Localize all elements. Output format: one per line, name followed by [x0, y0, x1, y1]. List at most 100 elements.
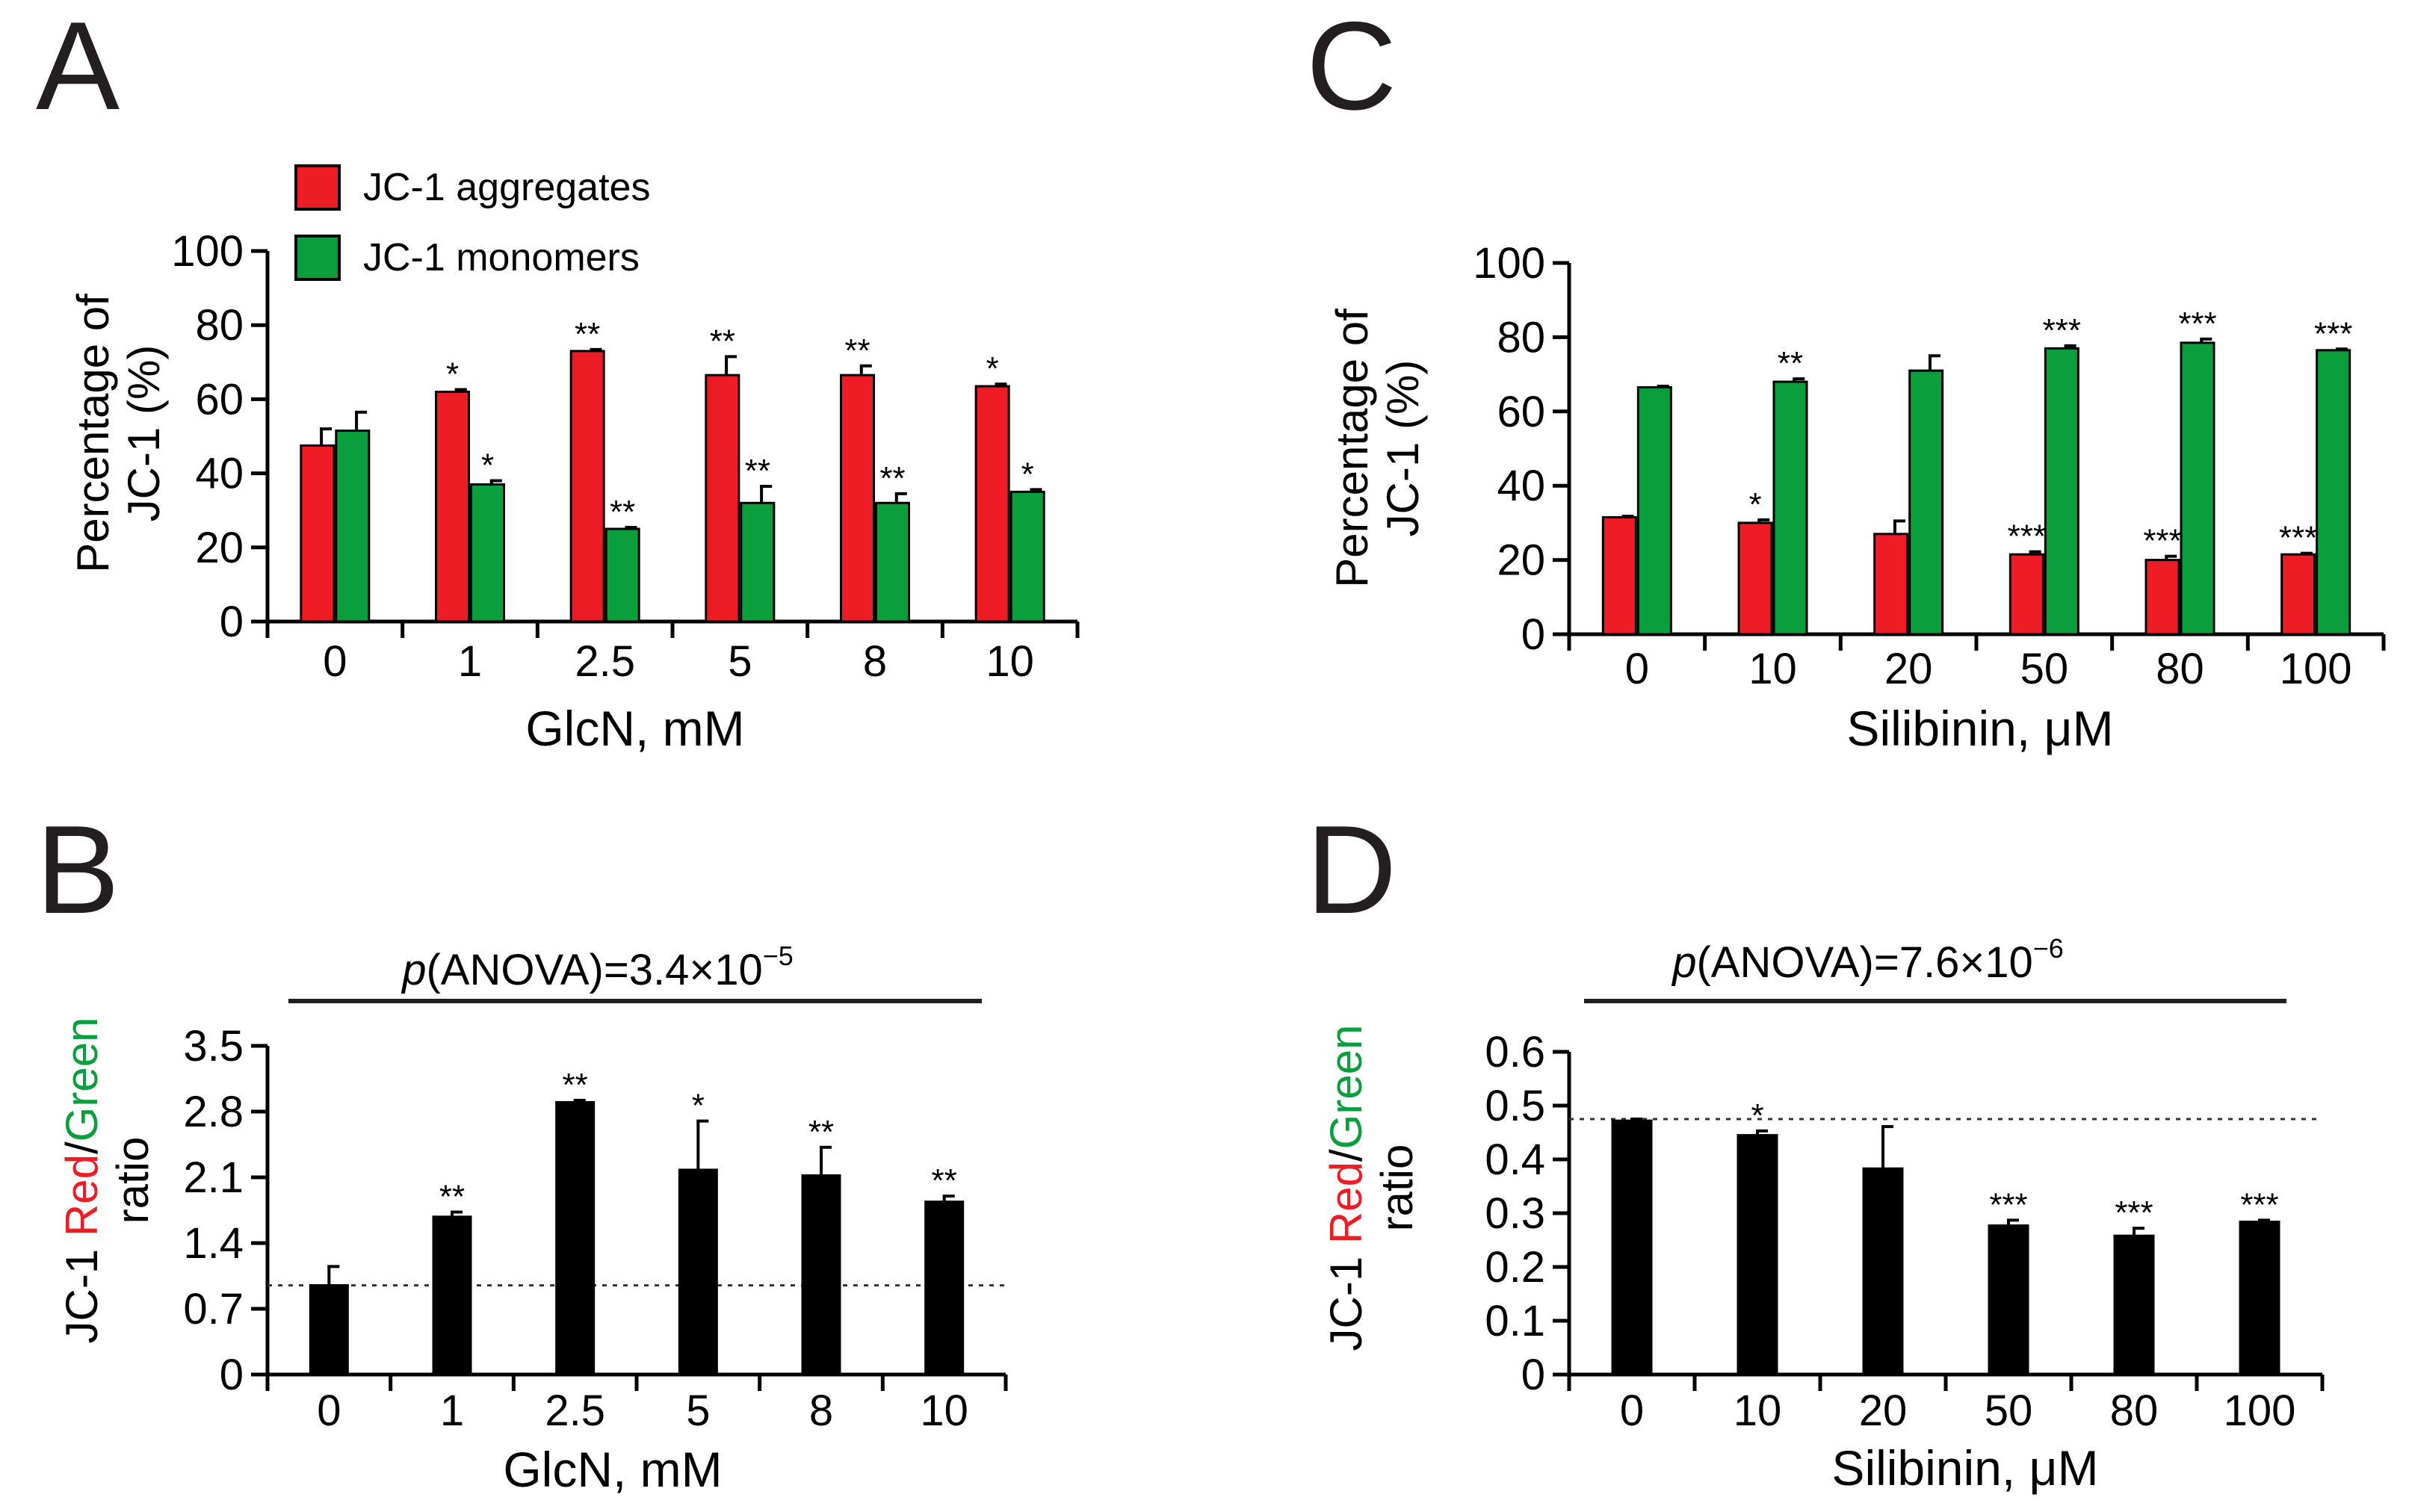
x-tick-label: 80 [2156, 645, 2204, 693]
bar [335, 430, 371, 623]
x-tick-label: 10 [1748, 645, 1797, 693]
significance-stars: * [1748, 486, 1761, 523]
x-tick-label: 10 [920, 1386, 968, 1435]
legend-label-aggregates: JC-1 aggregates [363, 166, 650, 209]
bar [604, 527, 640, 623]
y-tick-label: 0 [220, 598, 244, 646]
x-axis-title: Silibinin, μM [1831, 1440, 2098, 1496]
significance-stars: ** [563, 1067, 588, 1103]
y-tick-label: 100 [171, 227, 244, 276]
x-tick-label: 50 [2020, 645, 2069, 693]
anova-p-exponent: −6 [2033, 933, 2064, 964]
bar [1873, 533, 1909, 636]
anova-p-value: p(ANOVA)=7.6×10−6 [1671, 933, 2064, 987]
bar [1636, 385, 1672, 636]
x-tick-label: 0 [317, 1386, 341, 1435]
panel-d-chart: p(ANOVA)=7.6×10−6 JC-1 Red/Green ratio S… [1321, 933, 2325, 1496]
y-axis-title-line1: JC-1 Red/Green [1321, 1025, 1371, 1351]
bar [2113, 1234, 2155, 1376]
anova-p-letter: p [1671, 938, 1696, 987]
y-axis-title-green: Green [57, 1017, 107, 1142]
y-axis-title: Percentage of JC-1 (%) [68, 294, 169, 573]
anova-p-text: (ANOVA)=3.4×10 [426, 946, 762, 994]
significance-stars: ** [710, 323, 735, 359]
bar [2044, 347, 2079, 636]
bar [2239, 1221, 2280, 1376]
x-tick-label: 0 [1625, 645, 1649, 693]
significance-stars: *** [2178, 306, 2216, 342]
x-tick-label: 8 [809, 1386, 833, 1435]
significance-stars: ** [745, 453, 770, 489]
y-axis-title-line2: JC-1 (%) [1378, 360, 1428, 537]
significance-stars: ** [879, 460, 905, 497]
significance-stars: *** [2043, 312, 2081, 349]
bar [2316, 349, 2351, 636]
bar [840, 374, 875, 623]
legend-label-monomers: JC-1 monomers [363, 236, 640, 279]
y-tick-label: 1.4 [183, 1219, 244, 1268]
x-tick-label: 10 [986, 637, 1034, 686]
significance-stars: *** [2279, 520, 2317, 557]
bar [1737, 521, 1773, 636]
y-axis-title-line2: ratio [108, 1137, 158, 1224]
y-tick-label: 2.8 [183, 1088, 244, 1136]
significance-stars: *** [1989, 1186, 2027, 1223]
y-tick-label: 20 [195, 524, 244, 572]
x-axis-title: GlcN, mM [503, 1442, 722, 1497]
bar [435, 390, 470, 623]
y-axis-title-prefix: JC-1 [1321, 1244, 1371, 1351]
y-axis-title-line2: ratio [1372, 1144, 1422, 1232]
y-tick-label: 2.1 [183, 1153, 244, 1202]
x-tick-label: 1 [458, 637, 482, 686]
y-tick-label: 0 [1521, 1351, 1545, 1399]
significance-stars: * [481, 447, 494, 484]
panel-c-chart: Percentage of JC-1 (%) Silibinin, μM 0 20… [1327, 239, 2386, 756]
y-axis-title: Percentage of JC-1 (%) [1327, 309, 1428, 588]
y-tick-label: 20 [1497, 536, 1545, 585]
significance-stars: ** [844, 332, 870, 369]
y-axis-title-red: Red [57, 1154, 107, 1236]
x-tick-label: 5 [686, 1386, 710, 1435]
significance-stars: ** [1778, 345, 1803, 382]
bar [2180, 341, 2215, 636]
y-axis-title-slash: / [1321, 1149, 1371, 1162]
bar [470, 483, 505, 623]
anova-p-exponent: −5 [763, 941, 794, 971]
significance-stars: * [986, 350, 999, 387]
legend-swatch-monomers [294, 235, 341, 281]
y-axis-title: JC-1 Red/Green ratio [57, 1017, 158, 1344]
y-tick-label: 40 [1497, 462, 1545, 510]
panel-letter: A [36, 0, 120, 136]
bar [1772, 380, 1808, 636]
bar [432, 1215, 472, 1376]
significance-stars: *** [2008, 518, 2046, 555]
x-tick-label: 50 [1985, 1386, 2033, 1435]
significance-stars: ** [932, 1162, 957, 1199]
y-tick-label: 0.7 [183, 1285, 244, 1333]
bar [569, 350, 605, 623]
x-tick-label: 2.5 [575, 637, 635, 686]
significance-stars: *** [2143, 523, 2181, 560]
y-tick-label: 0.6 [1485, 1028, 1545, 1076]
bar [801, 1174, 841, 1376]
bar [1988, 1224, 2029, 1376]
significance-stars: * [1751, 1097, 1763, 1134]
panel-letter: C [1306, 0, 1397, 136]
x-tick-label: 20 [1859, 1386, 1908, 1435]
anova-p-text: (ANOVA)=7.6×10 [1696, 938, 2032, 987]
bar [875, 501, 910, 623]
y-axis-title-green: Green [1321, 1025, 1371, 1150]
y-tick-label: 40 [195, 450, 244, 498]
y-tick-label: 80 [195, 301, 244, 350]
y-axis-title-slash: / [57, 1141, 107, 1154]
y-axis-title-line2: JC-1 (%) [119, 345, 169, 522]
y-tick-label: 0.1 [1485, 1297, 1545, 1345]
significance-stars: * [446, 356, 459, 393]
bar [678, 1168, 718, 1376]
significance-stars: ** [575, 316, 600, 353]
x-axis-title: GlcN, mM [525, 701, 744, 756]
x-tick-label: 100 [2280, 645, 2352, 693]
x-tick-label: 0 [1620, 1386, 1644, 1435]
